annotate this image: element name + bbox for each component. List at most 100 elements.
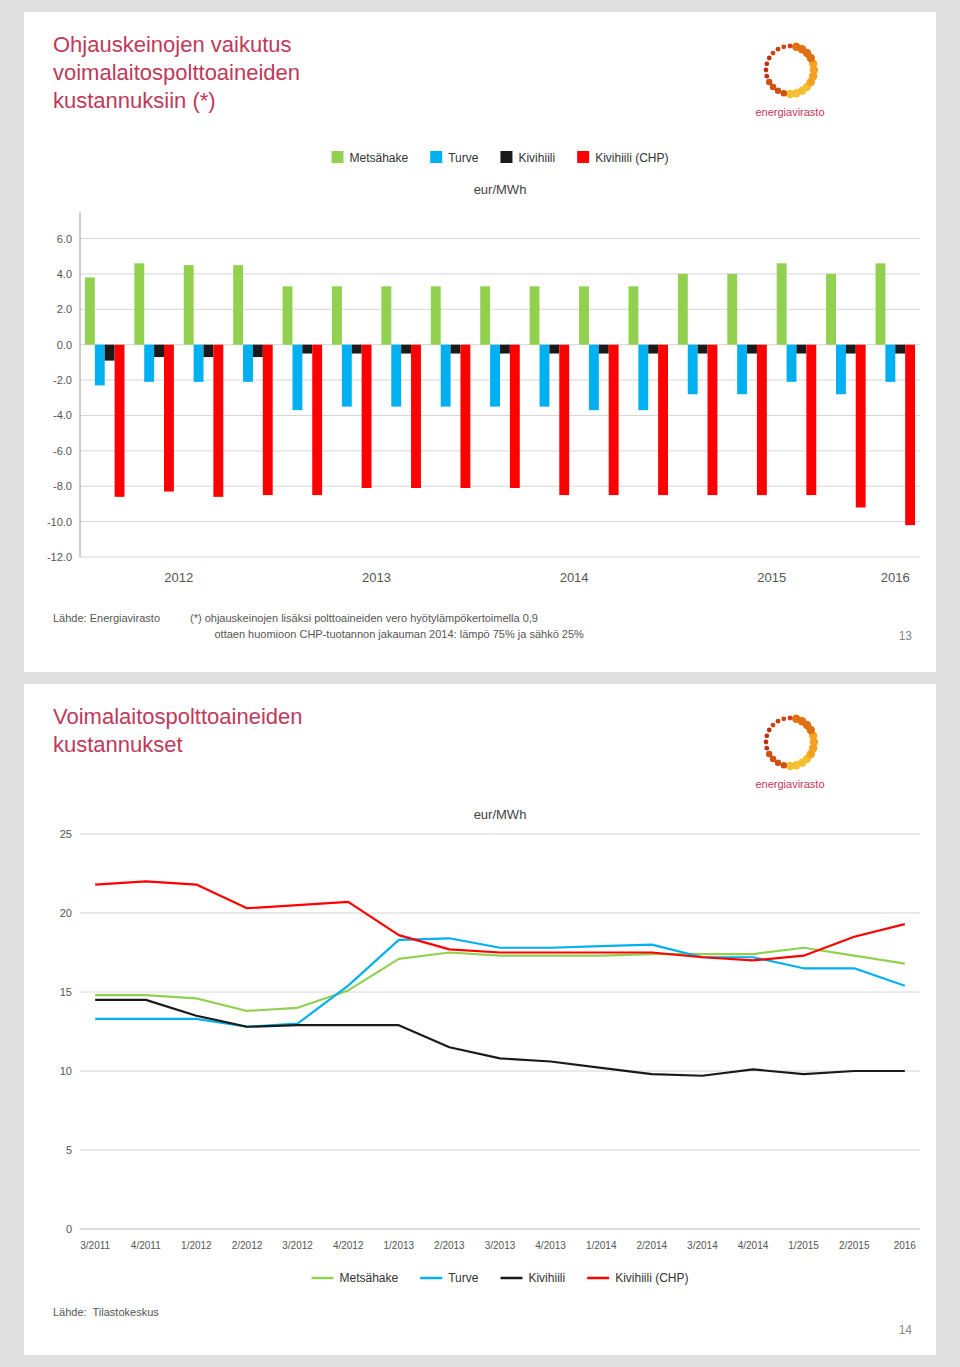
- legend-swatch: [420, 1277, 442, 1280]
- note: Lähde: Energiavirasto: [53, 612, 160, 624]
- bar: [362, 345, 372, 488]
- y-tick-label: -2.0: [53, 374, 72, 386]
- x-tick-label: 3/2013: [485, 1240, 516, 1251]
- y-tick-label: -6.0: [53, 445, 72, 457]
- legend-label: Kivihiili (CHP): [615, 1271, 688, 1285]
- bar: [283, 286, 293, 344]
- bar: [263, 345, 273, 495]
- bar: [352, 345, 362, 354]
- legend-label: Kivihiili: [528, 1271, 565, 1285]
- bar: [342, 345, 352, 407]
- chart: Ohjauskeinojen vaikutusvoimalaitospoltto…: [24, 12, 936, 672]
- bar: [431, 286, 441, 344]
- grid-line: [80, 273, 920, 274]
- bar: [95, 345, 105, 386]
- bar: [500, 345, 510, 354]
- legend-item: Turve: [430, 151, 479, 165]
- bar: [628, 286, 638, 344]
- bar: [599, 345, 609, 354]
- logo-dot: [776, 719, 781, 724]
- x-tick-label: 1/2015: [788, 1240, 819, 1251]
- legend-item: Kivihiili (CHP): [577, 151, 668, 165]
- logo-dot: [764, 746, 769, 751]
- legend-label: Metsähake: [350, 151, 409, 165]
- grid-line: [80, 913, 920, 914]
- legend-label: Turve: [448, 1271, 479, 1285]
- x-tick-label: 1/2013: [383, 1240, 414, 1251]
- y-tick-label: -8.0: [53, 480, 72, 492]
- x-tick-label: 2015: [757, 570, 786, 585]
- page: Ohjauskeinojen vaikutusvoimalaitospoltto…: [0, 0, 960, 1367]
- legend-swatch: [332, 151, 344, 163]
- plot-area: [85, 263, 915, 525]
- grid-line: [80, 834, 920, 835]
- y-tick-label: 15: [60, 986, 72, 998]
- grid-line: [80, 1071, 920, 1072]
- legend-swatch: [430, 151, 442, 163]
- bar: [856, 345, 866, 508]
- logo-dot: [792, 43, 800, 51]
- x-tick-label: 2/2015: [839, 1240, 870, 1251]
- grid-line: [80, 1150, 920, 1151]
- bar: [204, 345, 214, 357]
- bar: [332, 286, 342, 344]
- logo-dot: [767, 56, 772, 61]
- logo-dot: [767, 728, 772, 733]
- y-axis-label: eur/MWh: [474, 182, 527, 197]
- logo-dot: [764, 68, 769, 73]
- legend: Metsähake Turve Kivihiili Kivihiili (CHP): [332, 151, 669, 165]
- logo-dot: [764, 74, 769, 79]
- logo-dot: [771, 51, 776, 56]
- legend-swatch: [577, 151, 589, 163]
- bar: [134, 263, 144, 344]
- legend-item: Metsähake: [332, 151, 409, 165]
- note: (*) ohjauskeinojen lisäksi polttoaineide…: [190, 612, 584, 640]
- logo-dot: [764, 61, 769, 66]
- bar: [638, 345, 648, 410]
- legend-item: Metsähake: [312, 1271, 399, 1285]
- line: [95, 881, 905, 960]
- bar: [302, 345, 312, 354]
- logo-dot: [781, 762, 787, 768]
- y-tick-label: 10: [60, 1065, 72, 1077]
- logo-dot: [788, 716, 793, 721]
- legend: Metsähake Turve Kivihiili Kivihiili (CHP): [312, 1271, 689, 1285]
- bar: [243, 345, 253, 382]
- x-tick-label: 4/2014: [738, 1240, 769, 1251]
- y-tick-label: 6.0: [57, 233, 72, 245]
- bar: [876, 263, 886, 344]
- bar: [105, 345, 115, 361]
- x-tick-label: 3/2011: [80, 1240, 110, 1251]
- page-number: 13: [899, 629, 913, 643]
- x-tick-label: 2/2013: [434, 1240, 465, 1251]
- x-axis-line: [80, 1229, 920, 1230]
- legend-item: Kivihiili: [500, 151, 555, 165]
- grid-line: [80, 238, 920, 239]
- legend-swatch: [587, 1277, 609, 1280]
- x-tick-label: 4/2012: [333, 1240, 364, 1251]
- logo-dot: [771, 723, 776, 728]
- line: [95, 1000, 905, 1076]
- bar: [708, 345, 718, 495]
- plot-area: [95, 881, 905, 1075]
- logo-dot: [776, 47, 781, 52]
- x-tick-label: 2016: [881, 570, 910, 585]
- y-tick-label: -12.0: [47, 551, 72, 563]
- logo-dot: [781, 716, 786, 721]
- y-tick-label: 20: [60, 907, 72, 919]
- bar: [757, 345, 767, 495]
- y-tick-label: 0: [66, 1223, 72, 1235]
- bar: [460, 345, 470, 488]
- bar: [747, 345, 757, 354]
- legend-label: Metsähake: [340, 1271, 399, 1285]
- bar: [589, 345, 599, 410]
- logo-text: energiavirasto: [755, 106, 824, 118]
- bar: [806, 345, 816, 495]
- logo-dot: [792, 715, 800, 723]
- bar: [164, 345, 174, 492]
- bar: [559, 345, 569, 495]
- logo-text: energiavirasto: [755, 778, 824, 790]
- bar: [490, 345, 500, 407]
- bar: [895, 345, 905, 354]
- x-tick-label: 1/2012: [181, 1240, 212, 1251]
